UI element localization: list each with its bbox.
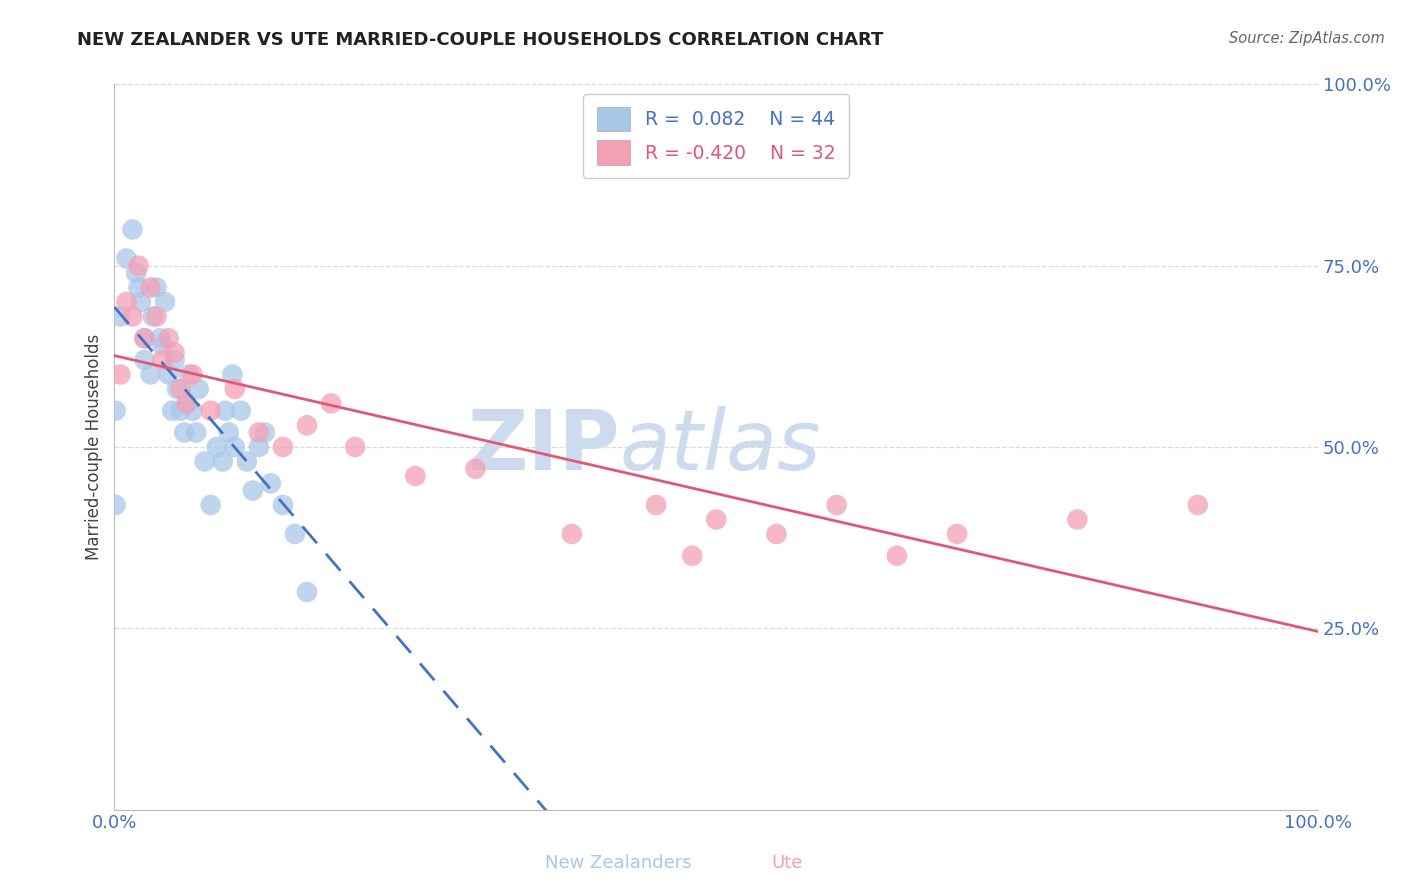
Point — [110, 368, 132, 382]
Point — [561, 527, 583, 541]
Point — [253, 425, 276, 440]
Point — [139, 368, 162, 382]
Point — [157, 331, 180, 345]
Point — [145, 310, 167, 324]
Point — [295, 585, 318, 599]
Point — [157, 368, 180, 382]
Point — [464, 461, 486, 475]
Point — [221, 368, 243, 382]
Text: Ute: Ute — [772, 855, 803, 872]
Point — [173, 425, 195, 440]
Point — [145, 280, 167, 294]
Point — [404, 469, 426, 483]
Point — [110, 310, 132, 324]
Point — [295, 418, 318, 433]
Point — [139, 280, 162, 294]
Point — [166, 382, 188, 396]
Point — [181, 368, 204, 382]
Point — [176, 396, 198, 410]
Point — [169, 403, 191, 417]
Point — [177, 368, 200, 382]
Text: ZIP: ZIP — [467, 407, 620, 488]
Point — [163, 345, 186, 359]
Point — [187, 382, 209, 396]
Point — [134, 353, 156, 368]
Point — [1187, 498, 1209, 512]
Point — [176, 396, 198, 410]
Point — [200, 498, 222, 512]
Text: atlas: atlas — [620, 407, 821, 488]
Point — [142, 310, 165, 324]
Point — [236, 454, 259, 468]
Point — [765, 527, 787, 541]
Point — [115, 252, 138, 266]
Point — [1066, 512, 1088, 526]
Point — [825, 498, 848, 512]
Point — [181, 403, 204, 417]
Point — [125, 266, 148, 280]
Point — [153, 295, 176, 310]
Point — [319, 396, 342, 410]
Point — [205, 440, 228, 454]
Point — [134, 331, 156, 345]
Text: Source: ZipAtlas.com: Source: ZipAtlas.com — [1229, 31, 1385, 46]
Legend: R =  0.082    N = 44, R = -0.420    N = 32: R = 0.082 N = 44, R = -0.420 N = 32 — [583, 94, 849, 178]
Point — [242, 483, 264, 498]
Point — [946, 527, 969, 541]
Point — [163, 353, 186, 368]
Point — [186, 425, 208, 440]
Point — [224, 440, 246, 454]
Point — [134, 331, 156, 345]
Point — [214, 403, 236, 417]
Point — [115, 295, 138, 310]
Point — [200, 403, 222, 417]
Point — [224, 382, 246, 396]
Y-axis label: Married-couple Households: Married-couple Households — [86, 334, 103, 560]
Point — [194, 454, 217, 468]
Point — [129, 295, 152, 310]
Point — [271, 498, 294, 512]
Point — [271, 440, 294, 454]
Point — [160, 403, 183, 417]
Point — [127, 280, 149, 294]
Point — [169, 382, 191, 396]
Point — [211, 454, 233, 468]
Point — [218, 425, 240, 440]
Point — [149, 331, 172, 345]
Point — [247, 440, 270, 454]
Point — [886, 549, 908, 563]
Text: New Zealanders: New Zealanders — [546, 855, 692, 872]
Point — [152, 353, 174, 368]
Point — [127, 259, 149, 273]
Point — [121, 222, 143, 236]
Point — [152, 338, 174, 352]
Point — [681, 549, 703, 563]
Point — [704, 512, 727, 526]
Point — [104, 403, 127, 417]
Point — [104, 498, 127, 512]
Point — [344, 440, 367, 454]
Point — [645, 498, 668, 512]
Point — [284, 527, 307, 541]
Point — [247, 425, 270, 440]
Text: NEW ZEALANDER VS UTE MARRIED-COUPLE HOUSEHOLDS CORRELATION CHART: NEW ZEALANDER VS UTE MARRIED-COUPLE HOUS… — [77, 31, 884, 49]
Point — [121, 310, 143, 324]
Point — [260, 476, 283, 491]
Point — [229, 403, 252, 417]
